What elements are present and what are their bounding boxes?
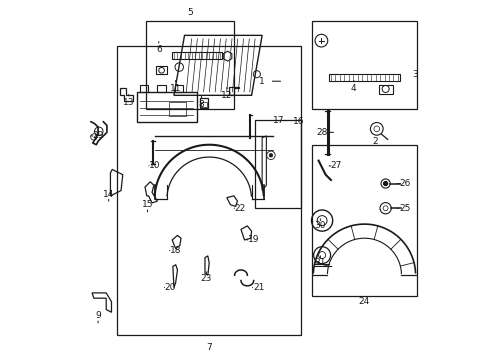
Bar (140, 85, 148, 92)
Bar (378, 85, 392, 94)
Text: 2: 2 (371, 137, 377, 146)
Bar (145, 21, 233, 109)
Bar (117, 46, 300, 335)
Text: 22: 22 (234, 204, 245, 213)
Text: 17: 17 (273, 116, 284, 125)
Text: 31: 31 (314, 258, 325, 267)
Text: 4: 4 (350, 84, 356, 93)
Text: 7: 7 (206, 343, 212, 352)
Text: 6: 6 (156, 45, 162, 54)
Text: 27: 27 (330, 161, 341, 170)
Circle shape (269, 154, 272, 157)
Text: 21: 21 (252, 283, 264, 292)
Text: 20: 20 (164, 283, 176, 292)
Text: 14: 14 (103, 190, 114, 199)
Text: 12: 12 (221, 91, 232, 100)
Text: 5: 5 (186, 8, 192, 17)
Text: 26: 26 (399, 179, 410, 188)
Text: 23: 23 (200, 274, 212, 283)
Text: 11: 11 (170, 84, 181, 93)
Text: 19: 19 (247, 235, 259, 244)
Text: 13: 13 (123, 98, 134, 107)
Text: 18: 18 (170, 246, 181, 255)
Text: 24: 24 (358, 297, 369, 306)
Text: 28: 28 (316, 128, 327, 137)
Text: 25: 25 (399, 204, 410, 213)
Bar (156, 66, 166, 74)
Text: 15: 15 (142, 200, 153, 209)
Circle shape (383, 181, 387, 186)
Bar (172, 52, 221, 59)
Text: 3: 3 (412, 70, 418, 79)
Bar (175, 85, 183, 92)
Bar (157, 85, 165, 92)
Bar (328, 74, 399, 81)
Bar (201, 102, 207, 107)
Bar (311, 21, 417, 109)
Text: 8: 8 (198, 100, 204, 109)
Bar (137, 92, 197, 122)
Bar (168, 102, 186, 117)
Text: 16: 16 (293, 117, 305, 126)
Bar (255, 120, 300, 208)
Text: 9: 9 (95, 311, 101, 320)
Bar (200, 98, 208, 108)
Text: 29: 29 (92, 131, 103, 140)
Text: 10: 10 (149, 161, 161, 170)
Text: 1: 1 (259, 77, 264, 86)
Bar (311, 145, 417, 296)
Text: 30: 30 (314, 221, 325, 230)
